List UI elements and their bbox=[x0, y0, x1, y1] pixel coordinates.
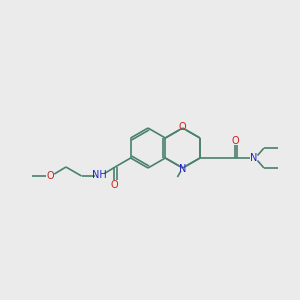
Text: N: N bbox=[250, 153, 258, 163]
Text: O: O bbox=[46, 171, 54, 181]
Text: NH: NH bbox=[92, 169, 107, 179]
Text: O: O bbox=[179, 122, 187, 133]
Text: N: N bbox=[179, 164, 186, 173]
Text: O: O bbox=[232, 136, 239, 146]
Text: O: O bbox=[111, 179, 118, 190]
